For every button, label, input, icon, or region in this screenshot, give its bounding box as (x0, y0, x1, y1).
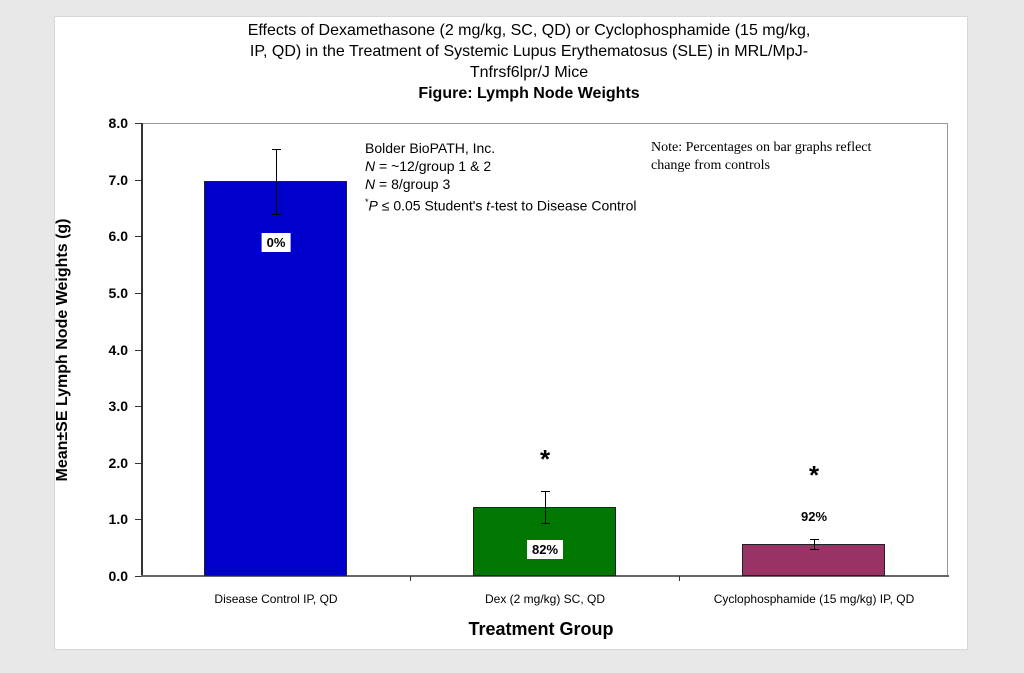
y-tick (135, 350, 142, 351)
error-bar-cap (541, 491, 550, 492)
y-tick (135, 236, 142, 237)
y-tick (135, 576, 142, 577)
error-bar-cap (272, 214, 281, 215)
y-tick (135, 406, 142, 407)
y-tick (135, 519, 142, 520)
note-annotation: Note: Percentages on bar graphs reflect … (651, 139, 941, 175)
title-line-1: Effects of Dexamethasone (2 mg/kg, SC, Q… (247, 22, 811, 39)
chart-title: Effects of Dexamethasone (2 mg/kg, SC, Q… (204, 20, 854, 104)
significance-star: * (808, 460, 820, 490)
y-tick-label: 2.0 (108, 455, 128, 471)
y-tick (135, 180, 142, 181)
x-category-label: Dex (2 mg/kg) SC, QD (484, 592, 606, 606)
x-category-label: Cyclophosphamide (15 mg/kg) IP, QD (713, 592, 915, 606)
info-company: Bolder BioPATH, Inc. (365, 140, 496, 156)
y-tick-label: 3.0 (108, 398, 128, 414)
y-tick-label: 1.0 (108, 511, 128, 527)
error-bar (276, 149, 277, 214)
y-tick-label: 5.0 (108, 285, 128, 301)
note-line-1: Note: Percentages on bar graphs reflect (651, 140, 872, 155)
note-line-2: change from controls (651, 158, 770, 173)
bar-percent-label: 82% (526, 540, 564, 559)
error-bar-cap (272, 149, 281, 150)
y-tick-label: 6.0 (108, 228, 128, 244)
title-line-3: Tnfrsf6lpr/J Mice (469, 64, 589, 81)
info-n-groups-1-2: N = ~12/group 1 & 2 (365, 158, 492, 174)
error-bar (814, 539, 815, 549)
x-axis-label: Treatment Group (468, 619, 614, 639)
plot-area (141, 123, 948, 576)
error-bar-cap (810, 539, 819, 540)
y-axis-line (141, 123, 143, 577)
error-bar (545, 491, 546, 523)
y-tick (135, 123, 142, 124)
x-category-label: Disease Control IP, QD (214, 592, 338, 606)
y-tick-label: 0.0 (108, 568, 128, 584)
error-bar-cap (810, 549, 819, 550)
error-bar-cap (541, 523, 550, 524)
y-tick-label: 4.0 (108, 342, 128, 358)
y-axis-label: Mean±SE Lymph Node Weights (g) (54, 218, 71, 482)
y-tick (135, 463, 142, 464)
x-tick (410, 576, 411, 581)
y-tick-label: 8.0 (108, 115, 128, 131)
bar-percent-label: 0% (261, 233, 291, 252)
info-n-group-3: N = 8/group 3 (365, 176, 451, 192)
y-tick-label: 7.0 (108, 172, 128, 188)
x-tick (679, 576, 680, 581)
bar-percent-label: 92% (800, 509, 828, 524)
title-line-2: IP, QD) in the Treatment of Systemic Lup… (249, 43, 809, 60)
info-significance: *P ≤ 0.05 Student's t-test to Disease Co… (365, 197, 637, 214)
chart-subtitle: Figure: Lymph Node Weights (418, 85, 640, 102)
y-tick (135, 293, 142, 294)
significance-star: * (539, 444, 551, 474)
x-axis-line (141, 575, 949, 577)
info-annotation: Bolder BioPATH, Inc. N = ~12/group 1 & 2… (365, 139, 636, 215)
